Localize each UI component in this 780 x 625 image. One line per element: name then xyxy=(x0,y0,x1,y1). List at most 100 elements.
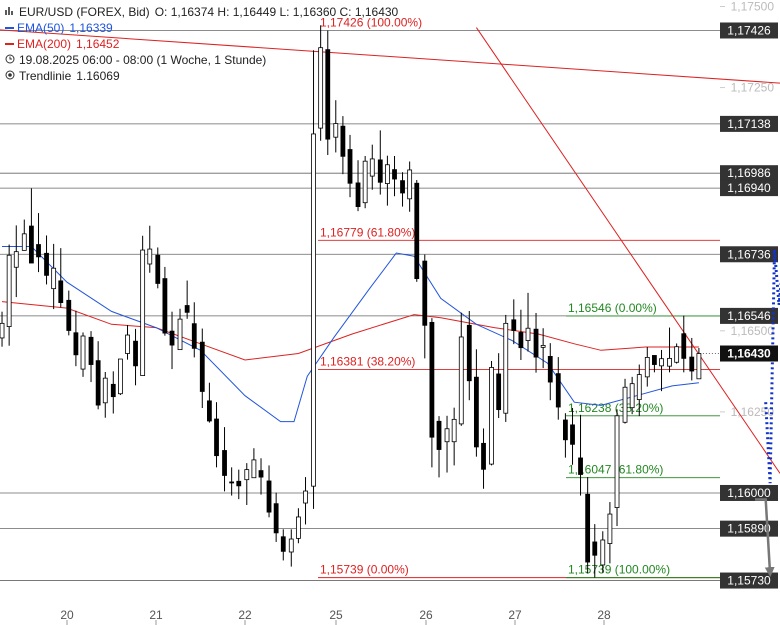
candle-body xyxy=(511,319,517,331)
fib-green-label: 1,15739 (100.00%) xyxy=(568,563,670,577)
candle-body xyxy=(155,254,161,284)
candle-body xyxy=(51,267,57,290)
x-tick-label: 28 xyxy=(597,608,611,622)
fib-red-label: 1,16381 (38.20%) xyxy=(320,354,415,368)
candle xyxy=(547,343,553,401)
candle-body xyxy=(80,335,86,370)
candle xyxy=(169,311,175,370)
candle-body xyxy=(206,400,212,422)
legend-trendline-row: Trendlinie 1.16069 xyxy=(4,68,398,84)
candle xyxy=(384,155,390,206)
candle xyxy=(392,156,397,197)
candle-body xyxy=(95,360,101,406)
candle xyxy=(333,100,339,153)
candle xyxy=(288,529,294,567)
candle xyxy=(222,427,227,492)
candle-body xyxy=(295,516,301,539)
candle-body xyxy=(236,480,242,487)
candle-body xyxy=(555,373,561,408)
candle xyxy=(88,331,94,383)
candle-body xyxy=(191,323,197,349)
candle xyxy=(652,355,657,373)
candle-body xyxy=(377,159,383,183)
level-label-bg xyxy=(720,307,778,324)
candle-body xyxy=(518,332,524,349)
candle xyxy=(622,378,628,424)
candle-body xyxy=(652,355,657,365)
candle xyxy=(258,458,264,495)
candle xyxy=(674,343,680,364)
candle xyxy=(362,156,368,209)
candle xyxy=(177,308,183,351)
candle-body xyxy=(578,457,583,475)
level-label: 1,16736 xyxy=(727,247,771,261)
x-tick-label: 26 xyxy=(419,608,433,622)
y-tick-label: 1,16250 xyxy=(731,405,775,419)
candle-body xyxy=(689,356,695,372)
candle xyxy=(51,243,57,310)
candle xyxy=(162,266,168,336)
candle-body xyxy=(489,367,494,465)
candle-body xyxy=(222,450,227,476)
candle-body xyxy=(369,158,375,177)
candle xyxy=(458,312,464,426)
candle xyxy=(466,311,472,401)
candle-body xyxy=(696,353,702,380)
candle-body xyxy=(125,334,130,354)
level-label: 1,15730 xyxy=(727,574,771,588)
candle xyxy=(295,508,301,544)
candle-body xyxy=(622,386,628,423)
x-tick-label: 22 xyxy=(238,608,252,622)
candle-body xyxy=(614,415,620,508)
legend-ema50-row: EMA(50) 1,16339 xyxy=(4,20,398,36)
legend-symbol: EUR/USD (FOREX, Bid) xyxy=(19,5,150,19)
level-label-bg xyxy=(720,246,778,263)
level-label-bg xyxy=(720,165,778,182)
candle xyxy=(184,280,190,319)
candle xyxy=(481,428,486,489)
candle xyxy=(667,327,672,373)
candle xyxy=(681,315,687,373)
candle xyxy=(451,407,457,466)
candle xyxy=(503,314,509,422)
candle-body xyxy=(636,374,642,400)
fib-red-label: 1,15739 (0.00%) xyxy=(320,563,409,577)
candle-body xyxy=(600,539,606,566)
candle xyxy=(44,235,49,285)
candle-body xyxy=(451,418,457,443)
candle xyxy=(511,299,517,345)
candle xyxy=(355,160,361,212)
candle xyxy=(125,324,130,360)
candle xyxy=(244,463,250,505)
candle xyxy=(21,219,27,251)
candle-body xyxy=(547,356,553,383)
candle-body xyxy=(102,377,108,404)
candle-body xyxy=(311,133,316,487)
candle-body xyxy=(466,324,472,382)
x-tick-label: 27 xyxy=(508,608,522,622)
candle-body xyxy=(266,480,272,513)
candle-body xyxy=(303,490,308,504)
candle xyxy=(540,328,546,369)
candle-body xyxy=(407,169,413,200)
candle xyxy=(600,531,606,573)
candle xyxy=(614,409,620,527)
candle xyxy=(429,318,435,468)
candle xyxy=(214,402,219,468)
y-tick-label: 1,17250 xyxy=(731,81,775,95)
candle xyxy=(325,30,331,156)
candle xyxy=(347,134,353,198)
candle xyxy=(133,328,138,386)
candle xyxy=(80,332,86,377)
candle-body xyxy=(674,346,680,363)
candle-body xyxy=(400,180,405,194)
candle xyxy=(58,248,64,308)
candle-body xyxy=(592,541,598,556)
candle xyxy=(592,524,598,578)
level-label-bg xyxy=(720,520,778,537)
legend-trendline-label: Trendlinie xyxy=(19,69,72,83)
candle-body xyxy=(0,322,5,339)
candle xyxy=(518,309,524,360)
candle-body xyxy=(607,513,613,544)
